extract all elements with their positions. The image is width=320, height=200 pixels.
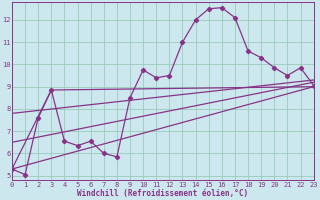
X-axis label: Windchill (Refroidissement éolien,°C): Windchill (Refroidissement éolien,°C) bbox=[77, 189, 248, 198]
